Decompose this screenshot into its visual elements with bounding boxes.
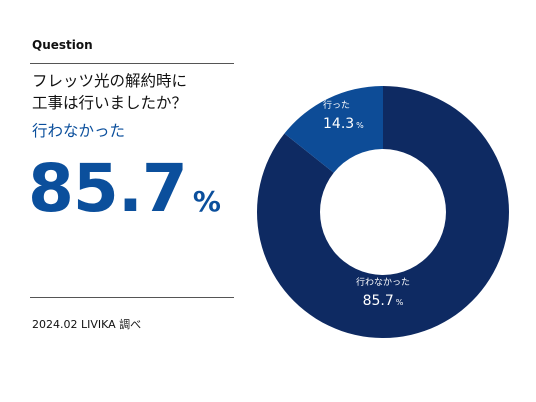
top-divider xyxy=(30,63,234,64)
slice-label-value: 14.3% xyxy=(323,116,364,132)
question-text: フレッツ光の解約時に 工事は行いましたか？ xyxy=(32,70,247,114)
slice-label-name: 行わなかった xyxy=(356,276,410,288)
highlight-figure: 85.7% xyxy=(28,150,221,227)
donut-slice-done xyxy=(284,86,383,173)
question-line-1: フレッツ光の解約時に xyxy=(32,72,188,90)
slice-label-name: 行った xyxy=(323,99,350,111)
source-note: 2024.02 LIVIKA 調べ xyxy=(32,318,142,331)
highlight-value: 85.7 xyxy=(28,150,188,227)
donut-slice-not-done xyxy=(257,86,509,338)
bottom-divider xyxy=(30,297,234,298)
question-line-2: 工事は行いましたか？ xyxy=(32,94,188,112)
highlight-answer: 行わなかった xyxy=(32,122,126,140)
slice-label-value: 85.7% xyxy=(363,293,404,309)
highlight-unit: % xyxy=(192,185,221,218)
section-label: Question xyxy=(32,38,93,52)
